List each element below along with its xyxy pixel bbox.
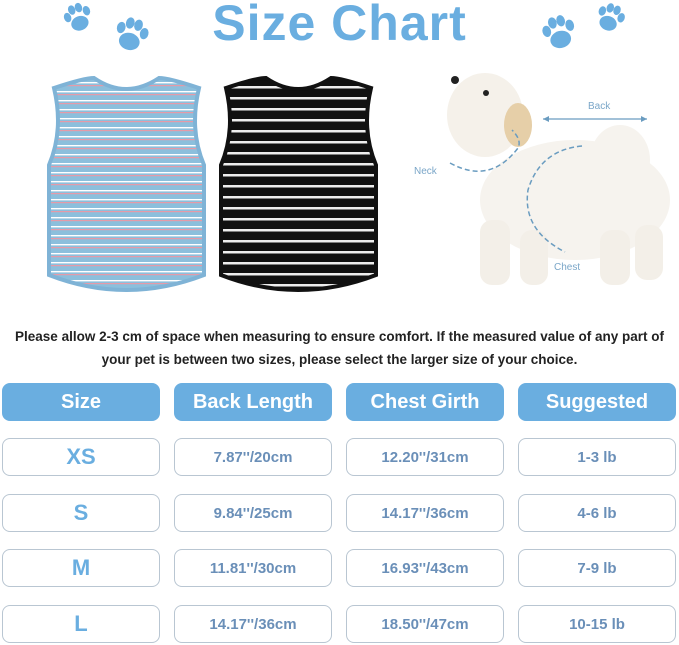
cell-size: S	[2, 494, 160, 532]
cell-back-length: 9.84''/25cm	[174, 494, 332, 532]
cell-size: L	[2, 605, 160, 643]
cell-chest-girth: 12.20''/31cm	[346, 438, 504, 476]
header-chest-girth: Chest Girth	[346, 383, 504, 421]
cell-suggested: 7-9 lb	[518, 549, 676, 587]
black-striped-shirt-image	[219, 75, 378, 292]
cell-chest-girth: 18.50''/47cm	[346, 605, 504, 643]
header-size: Size	[2, 383, 160, 421]
neck-label: Neck	[414, 166, 437, 177]
chest-label: Chest	[554, 262, 581, 273]
cell-back-length: 7.87''/20cm	[174, 438, 332, 476]
cell-back-length: 11.81''/30cm	[174, 549, 332, 587]
blue-striped-shirt-image	[47, 75, 206, 292]
note-line: your pet is between two sizes, please se…	[101, 352, 578, 367]
page-title: Size Chart	[212, 0, 467, 51]
header-suggested: Suggested	[518, 383, 676, 421]
back-label: Back	[588, 101, 611, 112]
cell-size: M	[2, 549, 160, 587]
dog-measurement-image	[447, 73, 670, 285]
cell-suggested: 1-3 lb	[518, 438, 676, 476]
header-back-length: Back Length	[174, 383, 332, 421]
cell-chest-girth: 14.17''/36cm	[346, 494, 504, 532]
cell-suggested: 10-15 lb	[518, 605, 676, 643]
measuring-note: Please allow 2-3 cm of space when measur…	[0, 325, 679, 371]
cell-chest-girth: 16.93''/43cm	[346, 549, 504, 587]
note-line: Please allow 2-3 cm of space when measur…	[15, 329, 664, 344]
cell-back-length: 14.17''/36cm	[174, 605, 332, 643]
cell-suggested: 4-6 lb	[518, 494, 676, 532]
cell-size: XS	[2, 438, 160, 476]
